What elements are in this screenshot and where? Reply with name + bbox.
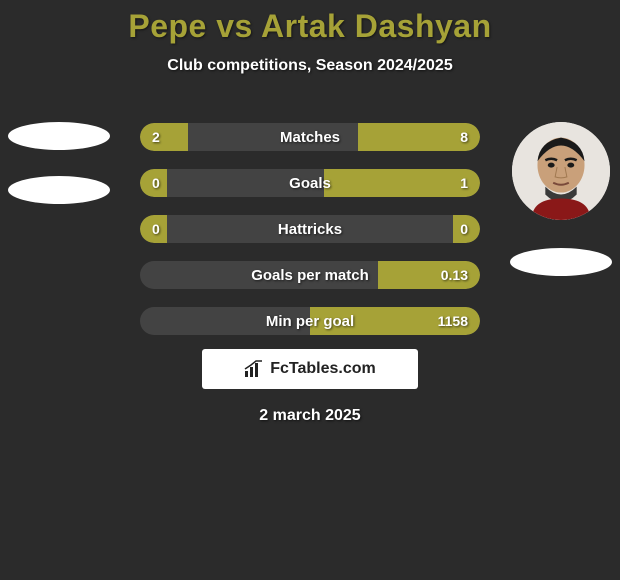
page-title: Pepe vs Artak Dashyan [0, 8, 620, 45]
bar-label: Hattricks [140, 215, 480, 243]
stat-bar: 1158Min per goal [140, 307, 480, 335]
flag-right [510, 248, 612, 276]
face-icon [512, 122, 610, 220]
page-subtitle: Club competitions, Season 2024/2025 [0, 57, 620, 75]
stat-bar: 0.13Goals per match [140, 261, 480, 289]
chart-icon [244, 360, 266, 378]
logo-text: FcTables.com [270, 360, 376, 378]
stat-bar: 01Goals [140, 169, 480, 197]
bar-label: Min per goal [140, 307, 480, 335]
stats-bars: 28Matches 01Goals 00Hattricks 0.13Goals per… [140, 123, 480, 335]
bar-label: Goals [140, 169, 480, 197]
stat-bar: 28Matches [140, 123, 480, 151]
flag-left [8, 176, 110, 204]
avatar-left [8, 122, 110, 150]
stat-bar: 00Hattricks [140, 215, 480, 243]
player-right [510, 122, 612, 276]
logo-badge: FcTables.com [202, 349, 418, 389]
player-left [8, 122, 110, 204]
bar-label: Matches [140, 123, 480, 151]
avatar-right [512, 122, 610, 220]
date-label: 2 march 2025 [0, 407, 620, 425]
bar-label: Goals per match [140, 261, 480, 289]
